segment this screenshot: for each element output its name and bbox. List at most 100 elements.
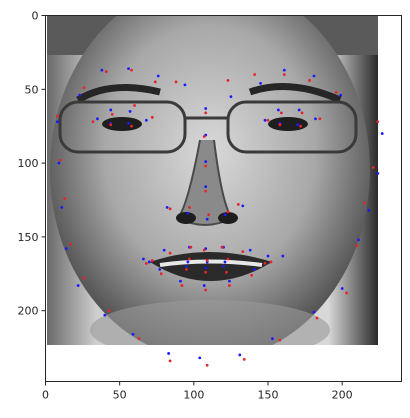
landmark-point-red [363, 201, 366, 205]
landmark-point-blue [204, 266, 208, 270]
landmark-point-blue [380, 132, 384, 135]
landmark-point-red [104, 70, 108, 73]
landmark-point-blue [78, 93, 82, 97]
landmark-point-red [371, 166, 375, 169]
x-axis-ticks: 0 50 100 150 200 [42, 381, 353, 402]
landmark-point-red [150, 115, 154, 119]
landmark-point-red [168, 359, 172, 363]
landmark-point-blue [103, 313, 107, 317]
landmark-point-blue [339, 93, 343, 97]
landmark-point-blue [271, 337, 274, 341]
landmark-point-red [204, 288, 208, 292]
landmark-point-blue [266, 254, 270, 258]
landmark-point-blue [96, 117, 99, 121]
landmark-point-red [204, 270, 208, 274]
landmark-point-blue [223, 260, 227, 264]
landmark-point-blue [282, 68, 286, 72]
landmark-point-red [376, 120, 380, 124]
landmark-point-red [318, 117, 322, 121]
landmark-point-blue [127, 121, 130, 125]
x-tick-label: 50 [113, 389, 127, 402]
landmark-point-red [205, 363, 209, 367]
landmark-point-blue [183, 83, 187, 87]
landmark-point-blue [185, 264, 188, 268]
landmark-point-blue [204, 160, 208, 164]
x-tick-label: 0 [42, 389, 49, 402]
landmark-point-red [204, 111, 208, 115]
landmark-point-blue [162, 248, 166, 252]
landmark-point-red [180, 284, 184, 287]
landmark-point-red [107, 309, 111, 313]
y-tick-label: 0 [32, 10, 39, 23]
landmark-point-blue [57, 161, 61, 165]
landmark-point-blue [186, 260, 190, 264]
landmark-point-red [205, 259, 209, 262]
landmark-point-red [228, 284, 231, 287]
landmark-point-red [226, 79, 230, 82]
landmark-point-blue [312, 310, 316, 314]
landmark-point-blue [186, 211, 190, 215]
landmark-point-blue [238, 353, 242, 357]
landmark-point-red [263, 262, 267, 265]
landmark-point-red [82, 276, 86, 280]
landmark-point-red [334, 90, 338, 94]
landmark-point-red [168, 207, 172, 211]
landmark-point-red [137, 337, 141, 341]
landmark-point-blue [147, 260, 151, 264]
landmark-point-blue [357, 238, 360, 242]
landmark-point-red [69, 242, 73, 246]
landmark-point-red [226, 257, 230, 261]
landmark-point-red [278, 123, 282, 127]
landmark-point-red [220, 245, 224, 249]
landmark-point-red [187, 205, 191, 209]
landmark-point-red [109, 123, 113, 127]
face-photo [47, 15, 378, 345]
landmark-point-red [58, 158, 62, 162]
y-tick-label: 150 [18, 231, 39, 244]
landmark-point-red [299, 124, 303, 128]
landmark-point-red [144, 262, 148, 265]
landmark-point-blue [198, 356, 202, 360]
landmark-point-red [278, 338, 282, 342]
landmark-point-blue [223, 213, 227, 217]
landmark-point-red [185, 267, 188, 271]
landmark-point-blue [131, 332, 135, 336]
landmark-point-blue [76, 284, 80, 287]
landmark-point-blue [60, 205, 64, 209]
landmark-point-red [225, 270, 228, 274]
landmark-point-blue [276, 108, 280, 112]
landmark-point-red [82, 86, 86, 90]
landmark-point-blue [281, 254, 285, 258]
landmark-point-red [153, 80, 157, 84]
landmark-point-blue [109, 108, 113, 112]
axes-frame [45, 15, 402, 382]
landmark-point-red [315, 316, 319, 320]
landmark-point-blue [100, 68, 104, 72]
landmark-point-blue [202, 284, 206, 287]
landmark-point-red [279, 111, 283, 115]
landmark-point-red [250, 273, 254, 277]
landmark-point-red [133, 104, 136, 107]
landmark-point-red [130, 124, 133, 128]
landmark-point-red [236, 203, 240, 206]
landmark-point-red [226, 210, 230, 214]
landmark-point-blue [222, 264, 225, 268]
landmark-point-red [253, 73, 257, 76]
landmark-point-red [204, 164, 208, 168]
landmark-point-blue [55, 120, 59, 124]
landmark-point-red [130, 68, 133, 72]
landmark-point-blue [263, 118, 267, 122]
landmark-point-red [345, 291, 349, 295]
landmark-point-blue [340, 287, 344, 290]
landmark-point-red [110, 112, 114, 116]
landmark-point-blue [241, 204, 245, 208]
landmark-point-red [355, 244, 359, 248]
landmark-point-red [189, 245, 193, 249]
landmark-point-blue [376, 172, 380, 175]
x-tick-label: 100 [183, 389, 204, 402]
landmark-point-blue [144, 118, 148, 122]
landmark-point-blue [127, 67, 130, 71]
landmark-point-red [308, 79, 311, 82]
landmark-point-red [269, 260, 273, 264]
